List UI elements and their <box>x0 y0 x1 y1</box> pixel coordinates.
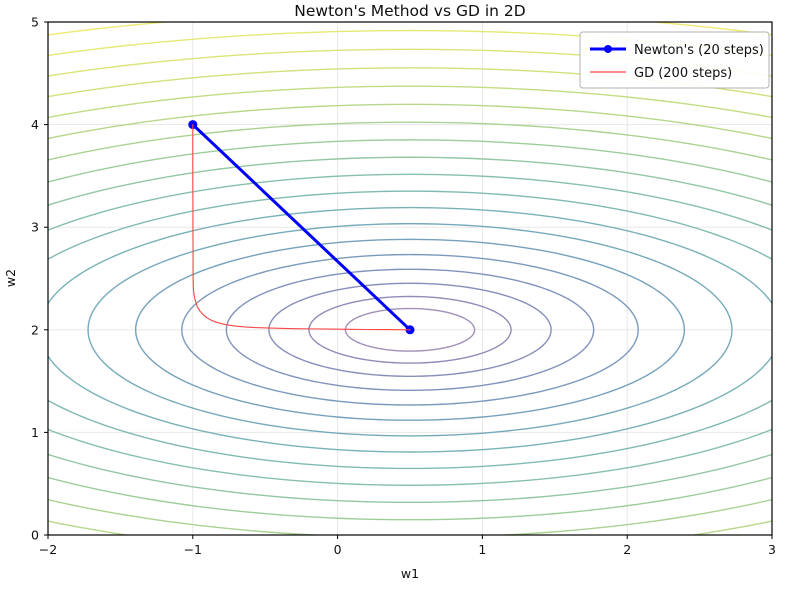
contour-line <box>134 238 686 421</box>
y-tick-label: 0 <box>31 528 39 543</box>
contour-line <box>344 307 476 352</box>
legend-entry-newtons[interactable]: Newton's (20 steps) <box>590 43 764 58</box>
contour-line <box>48 156 772 504</box>
contour-line <box>225 268 595 392</box>
series-path <box>191 123 412 332</box>
chart-legend[interactable]: Newton's (20 steps) GD (200 steps) <box>579 31 770 89</box>
x-tick-label: 3 <box>768 542 776 557</box>
axis-ticks: −2 −1 0 1 2 3 0 1 2 3 4 5 <box>31 15 776 558</box>
x-tick-label: 1 <box>478 542 486 557</box>
legend-label-gd: GD (200 steps) <box>634 66 732 81</box>
contour-line <box>87 222 733 437</box>
contour-line <box>48 173 772 486</box>
contour-line <box>48 190 772 470</box>
x-tick-label: −2 <box>39 542 57 557</box>
legend-entry-gd[interactable]: GD (200 steps) <box>590 66 732 81</box>
series-path <box>192 124 411 331</box>
contour-line <box>268 282 552 377</box>
series-layer <box>188 120 415 335</box>
contour-line <box>48 103 772 535</box>
contour-line <box>308 295 512 364</box>
legend-box <box>579 31 770 89</box>
y-axis-label: w2 <box>3 269 18 287</box>
x-tick-label: 0 <box>334 542 342 557</box>
x-tick-label: 2 <box>623 542 631 557</box>
y-tick-label: 5 <box>31 15 39 30</box>
axes-frame <box>47 21 773 536</box>
contour-line <box>181 253 639 406</box>
y-tick-label: 4 <box>31 117 39 132</box>
y-tick-label: 1 <box>31 425 39 440</box>
contour-line <box>48 139 772 521</box>
contour-line <box>48 121 772 535</box>
y-tick-label: 2 <box>31 322 39 337</box>
contour-line <box>48 206 772 453</box>
chart-title: Newton's Method vs GD in 2D <box>294 2 525 20</box>
x-axis-label: w1 <box>401 566 419 581</box>
legend-marker-newtons <box>604 45 612 53</box>
y-tick-label: 3 <box>31 220 39 235</box>
legend-label-newtons: Newton's (20 steps) <box>634 43 764 58</box>
x-tick-label: −1 <box>184 542 202 557</box>
plot-background <box>48 22 772 535</box>
